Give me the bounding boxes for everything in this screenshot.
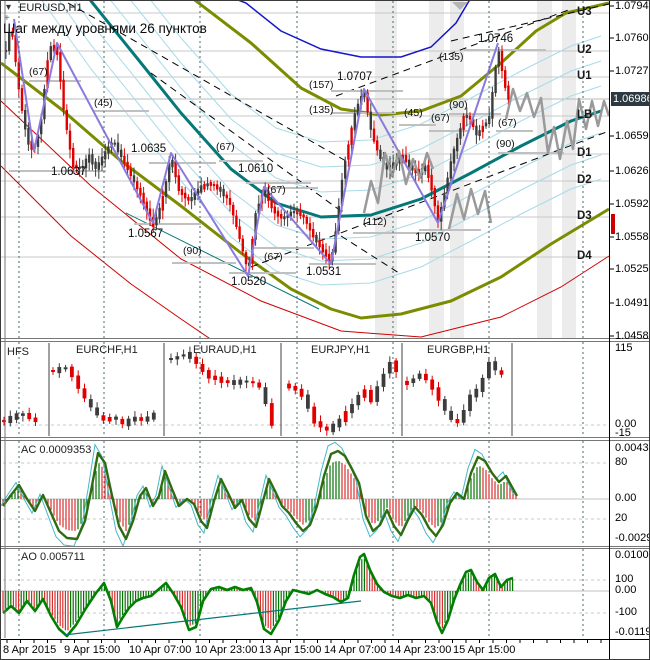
step-points-label: (90)	[449, 99, 468, 111]
mini-chart-title: EURAUD,H1	[193, 344, 257, 356]
osc-pane[interactable]	[1, 552, 609, 638]
step-points-label: (67)	[216, 141, 235, 153]
pivot-price-label: 1.0610	[238, 163, 274, 175]
step-points-label: (112)	[363, 216, 387, 228]
step-points-label: (45)	[94, 97, 113, 109]
step-points-label: (135)	[439, 51, 464, 63]
price-axis-label: 1.07942	[615, 0, 649, 12]
osc-scale-label: 0.0043320	[615, 442, 649, 454]
step-points-label: (157)	[309, 79, 334, 91]
price-axis-label: 1.05252	[615, 263, 649, 275]
price-axis-label: 1.04912	[615, 297, 649, 309]
time-axis-label: 10 Apr 23:00	[195, 644, 258, 656]
osc-scale-label: 0.01005	[615, 549, 649, 561]
price-axis-label: 1.05582	[615, 231, 649, 243]
pivot-price-label: 1.0746	[478, 33, 514, 45]
step-points-label: (67)	[267, 184, 286, 196]
time-axis-label: 15 Apr 15:00	[453, 644, 516, 656]
mini-chart-title: EURCHF,H1	[76, 344, 138, 356]
time-axis-label: 8 Apr 2015	[3, 644, 57, 656]
time-axis-label: 14 Apr 07:00	[324, 644, 387, 656]
chart-comment: Шаг между уровнями 26 пунктов	[3, 21, 207, 36]
osc-scale-label: -0.0119380	[615, 626, 649, 638]
osc-scale-label: 20	[615, 512, 628, 524]
level-label-d3: D3	[577, 210, 592, 222]
time-axis-label: 9 Apr 15:00	[64, 644, 121, 656]
hfs-scale-label: 0.00	[615, 418, 637, 430]
step-points-label: (67)	[431, 112, 450, 124]
osc-scale-label: -100	[615, 606, 638, 618]
osc-scale-label: 100	[615, 573, 634, 585]
step-points-label: (67)	[498, 117, 517, 129]
step-points-label: (67)	[29, 66, 48, 78]
mini-chart-title: EURGBP,H1	[427, 344, 490, 356]
current-price-box: 1.06986	[611, 92, 650, 106]
osc-pane[interactable]	[1, 441, 609, 548]
ac-indicator-label: AC 0.0009353	[21, 444, 92, 456]
pivot-price-label: 1.0567	[128, 228, 164, 240]
level-label-lb: LB	[577, 109, 593, 121]
pivot-price-label: 1.0531	[306, 266, 342, 278]
level-label-u3: U3	[577, 6, 592, 18]
osc-scale-label: 0.00	[615, 584, 637, 596]
pivot-price-label: 1.0570	[415, 232, 451, 244]
step-points-label: (67)	[264, 251, 283, 263]
hfs-scale-label: -15	[615, 427, 631, 439]
level-label-u2: U2	[577, 44, 592, 56]
level-label-d2: D2	[577, 174, 592, 186]
price-axis-label: 1.06592	[615, 130, 649, 142]
axis-marker	[611, 214, 615, 234]
symbol-dropdown-icon[interactable]: ▾	[6, 2, 12, 13]
pivot-price-label: 1.0637	[51, 166, 87, 178]
pivot-price-label: 1.0520	[231, 276, 267, 288]
price-axis-label: 1.06262	[615, 165, 649, 177]
crosshair-icon[interactable]: +	[4, 13, 10, 24]
osc-scale-label: -0.0029870	[615, 532, 649, 544]
level-label-d1: D1	[577, 147, 592, 159]
level-label-d4: D4	[577, 250, 592, 262]
price-axis-label: 1.07272	[615, 65, 649, 77]
hfs-indicator-label: HFS	[7, 346, 29, 358]
time-axis-label: 10 Apr 07:00	[129, 644, 192, 656]
price-axis-label: 1.04582	[615, 330, 649, 342]
symbol-label: EURUSD,H1	[19, 2, 83, 14]
level-label-u1: U1	[577, 70, 592, 82]
mini-chart-title: EURJPY,H1	[311, 344, 371, 356]
price-axis-label: 1.07602	[615, 32, 649, 44]
osc-scale-label: 0.00	[615, 492, 637, 504]
osc-scale-label: 80	[615, 456, 628, 468]
ao-indicator-label: AO 0.005711	[21, 551, 86, 563]
pivot-price-label: 1.0707	[337, 71, 373, 83]
hfs-pane[interactable]	[2, 343, 607, 436]
time-axis-label: 14 Apr 23:00	[389, 644, 452, 656]
time-axis-label: 13 Apr 15:00	[259, 644, 322, 656]
main-pane[interactable]	[1, 1, 610, 353]
pivot-price-label: 1.0635	[131, 143, 167, 155]
step-points-label: (135)	[309, 104, 334, 116]
hfs-scale-label: 115	[615, 342, 633, 354]
step-points-label: (45)	[404, 107, 423, 119]
price-axis-label: 1.05922	[615, 198, 649, 210]
step-points-label: (90)	[496, 138, 515, 150]
step-points-label: (90)	[183, 245, 202, 257]
